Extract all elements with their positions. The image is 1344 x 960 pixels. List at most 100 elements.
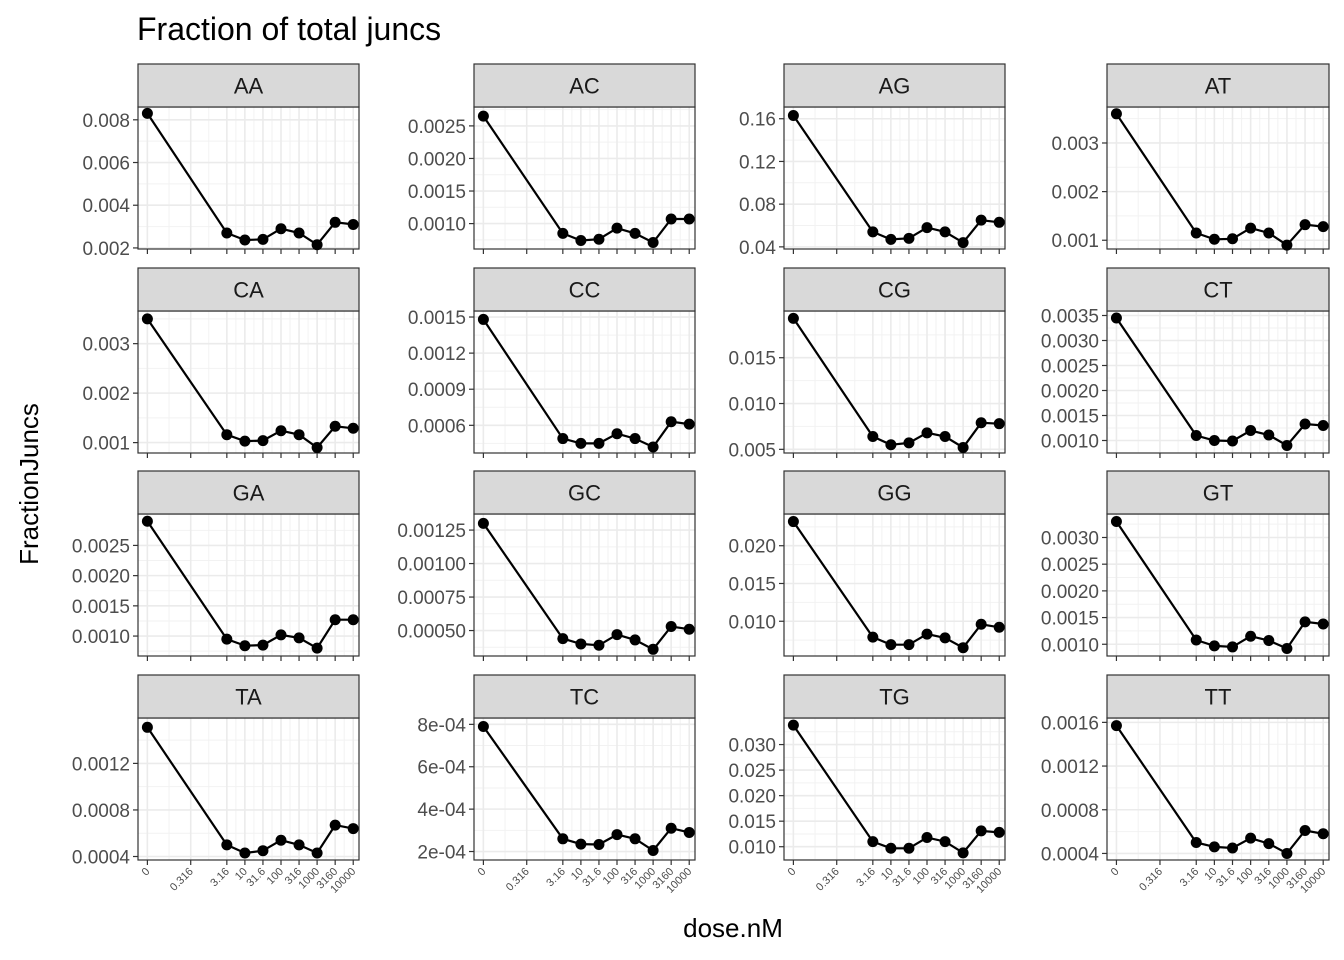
y-tick-label: 0.00125 [397,521,466,542]
facet-panels: AA 0.002 0.004 0.006 0.008 AC 0.0010 0.0015 0.00… [72,63,1330,896]
y-tick-label: 0.0010 [1041,432,1099,453]
data-point [257,639,269,651]
data-point [903,437,915,449]
panel-background [784,514,1005,656]
y-tick-label: 0.0030 [1041,528,1099,549]
data-point [593,233,605,245]
y-tick-label: 0.015 [728,349,776,370]
data-point [275,223,287,235]
data-point [665,822,677,834]
data-point [1317,828,1329,840]
y-tick-label: 0.002 [1051,183,1099,204]
y-tick-label: 0.0012 [72,754,130,775]
data-point [329,420,341,432]
y-tick-label: 0.0015 [1041,407,1099,428]
data-point [311,442,323,454]
data-point [477,720,489,732]
data-point [787,719,799,731]
data-point [141,721,153,733]
facet-strip-label: TA [235,685,262,710]
facet-strip [137,267,360,312]
data-point [957,847,969,859]
data-point [975,618,987,630]
facet-panel-cg: CG 0.005 0.010 0.015 [728,267,1006,461]
y-tick-label: 0.04 [739,238,776,259]
data-point [611,829,623,841]
y-tick-label: 0.0015 [408,182,466,203]
data-point [683,623,695,635]
data-point [1208,841,1220,853]
data-point [1227,435,1239,447]
data-point [311,239,323,251]
y-tick-label: 0.010 [728,612,776,633]
facet-strip [1106,267,1330,312]
data-point [787,110,799,122]
y-tick-label: 0.0004 [1041,844,1100,865]
y-tick-label: 0.0004 [72,848,131,869]
data-point [1317,618,1329,630]
x-axis-title: dose.nM [683,913,783,943]
data-point [1299,616,1311,628]
facet-strip-label: GC [568,481,601,506]
facet-strip [473,470,696,515]
data-point [257,435,269,447]
facet-strip [1106,63,1330,108]
data-point [329,819,341,831]
data-point [477,110,489,122]
data-point [221,429,233,441]
data-point [1190,634,1202,646]
y-tick-label: 0.002 [82,384,130,405]
data-point [993,621,1005,633]
facet-strip-label: AC [569,74,600,99]
panel-background [138,107,359,249]
y-tick-label: 0.020 [728,537,776,558]
y-tick-label: 0.004 [82,196,130,217]
data-point [683,418,695,430]
facet-strip-label: CC [569,278,601,303]
y-tick-label: 0.0020 [72,567,130,588]
facet-strip [473,267,696,312]
y-tick-label: 0.0012 [1041,757,1099,778]
facet-strip [1106,674,1330,719]
facet-strip-label: AG [879,74,911,99]
data-point [1110,312,1122,324]
data-point [787,312,799,324]
data-point [993,826,1005,838]
facet-panel-gt: GT 0.0010 0.0015 0.0020 0.0025 0.0030 [1041,470,1330,661]
y-tick-label: 2e-04 [417,843,466,864]
y-tick-label: 0.0015 [1041,609,1099,630]
y-tick-label: 0.010 [728,838,776,859]
facet-strip [137,63,360,108]
data-point [647,441,659,453]
data-point [647,844,659,856]
data-point [1281,440,1293,451]
data-point [141,313,153,325]
y-tick-label: 0.003 [82,335,130,356]
y-tick-label: 0.0015 [72,597,130,618]
y-tick-label: 0.0035 [1041,307,1099,328]
panel-background [138,718,359,860]
y-tick-label: 0.030 [728,736,776,757]
data-point [1190,227,1202,239]
y-tick-label: 0.0008 [1041,801,1099,822]
data-point [787,516,799,528]
data-point [939,632,951,644]
data-point [1110,108,1122,120]
panel-background [474,514,695,656]
data-point [1281,643,1293,655]
facet-strip [137,470,360,515]
y-tick-label: 0.0006 [408,416,466,437]
data-point [1317,420,1329,431]
facet-strip-label: GA [233,481,265,506]
y-tick-label: 0.001 [82,434,130,455]
facet-panel-ag: AG 0.04 0.08 0.12 0.16 [739,63,1006,259]
y-tick-label: 0.0012 [408,344,466,365]
data-point [993,418,1005,430]
y-tick-label: 0.00075 [397,588,466,609]
data-point [1110,720,1122,732]
data-point [257,845,269,857]
y-tick-label: 0.0020 [1041,582,1099,603]
data-point [921,427,933,439]
data-point [141,515,153,527]
